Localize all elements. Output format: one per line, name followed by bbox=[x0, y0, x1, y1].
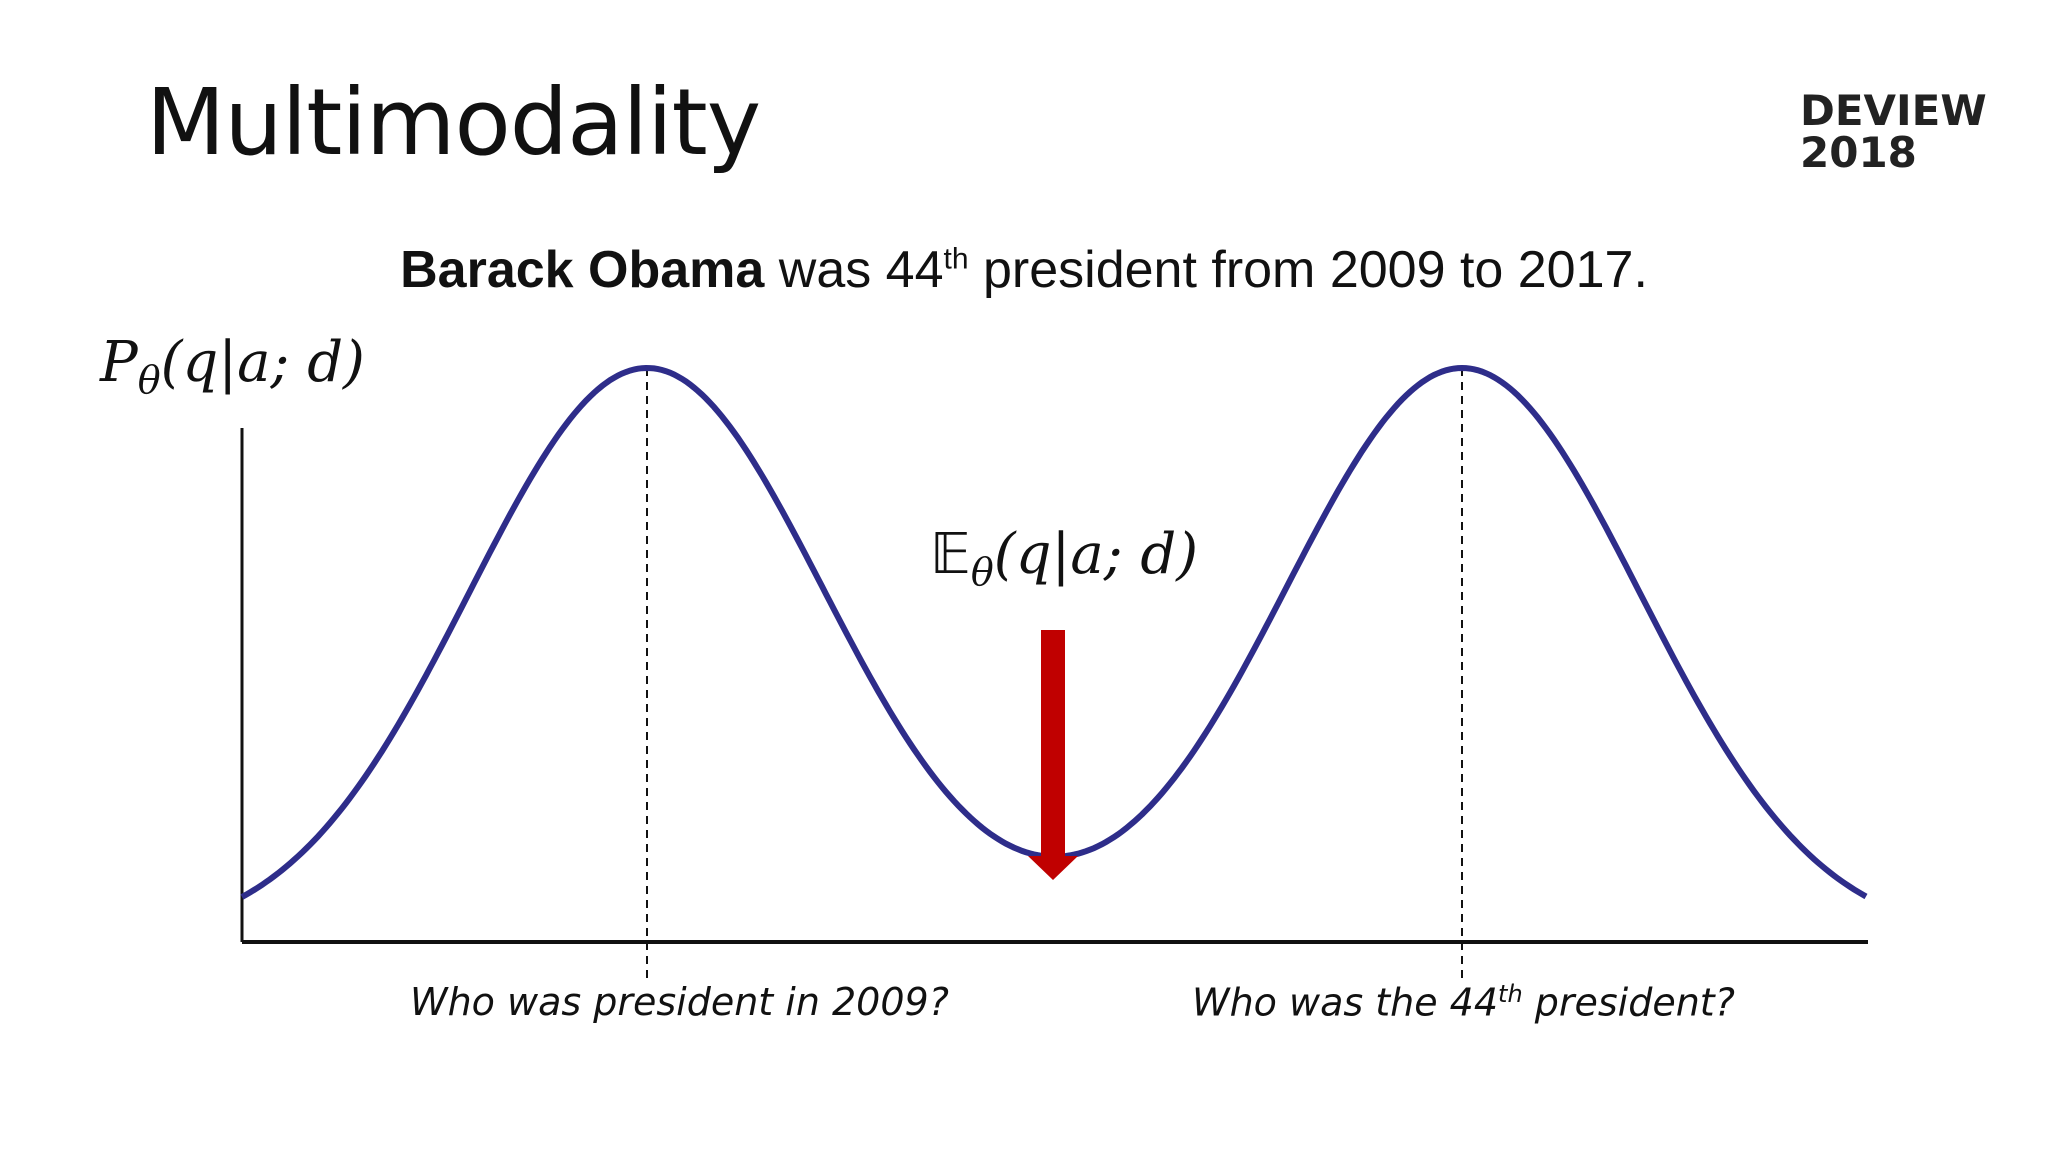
y-label-sub: θ bbox=[137, 358, 161, 403]
expectation-symbol: 𝔼 bbox=[930, 522, 971, 587]
mean-arrow-shaft bbox=[1041, 630, 1065, 858]
sentence-bold: Barack Obama bbox=[400, 241, 765, 299]
sentence-post: president from 2009 to 2017. bbox=[968, 241, 1648, 299]
slide-title: Multimodality bbox=[146, 69, 761, 176]
expectation-sub: θ bbox=[970, 550, 994, 595]
logo-line-1: DEVIEW bbox=[1800, 86, 1987, 135]
right-mode-label: Who was the 44th president? bbox=[1192, 980, 1735, 1025]
deview-logo: DEVIEW 2018 bbox=[1800, 90, 1987, 174]
mean-arrow-head bbox=[1028, 856, 1078, 880]
example-sentence: Barack Obama was 44th president from 200… bbox=[0, 240, 2048, 300]
right-mode-sup: th bbox=[1498, 980, 1523, 1008]
expectation-args: (q|a; d) bbox=[993, 522, 1199, 587]
logo-line-2: 2018 bbox=[1800, 128, 1917, 177]
y-label-args: (q|a; d) bbox=[160, 330, 365, 395]
y-label-main: P bbox=[100, 330, 138, 395]
expectation-label: 𝔼θ(q|a; d) bbox=[930, 522, 1198, 594]
right-mode-post: president? bbox=[1522, 980, 1735, 1025]
left-mode-label: Who was president in 2009? bbox=[410, 980, 949, 1024]
y-axis-label: Pθ(q|a; d) bbox=[100, 330, 365, 402]
sentence-sup: th bbox=[943, 242, 969, 276]
right-mode-pre: Who was the 44 bbox=[1192, 980, 1499, 1025]
sentence-pre: was 44 bbox=[764, 241, 944, 299]
